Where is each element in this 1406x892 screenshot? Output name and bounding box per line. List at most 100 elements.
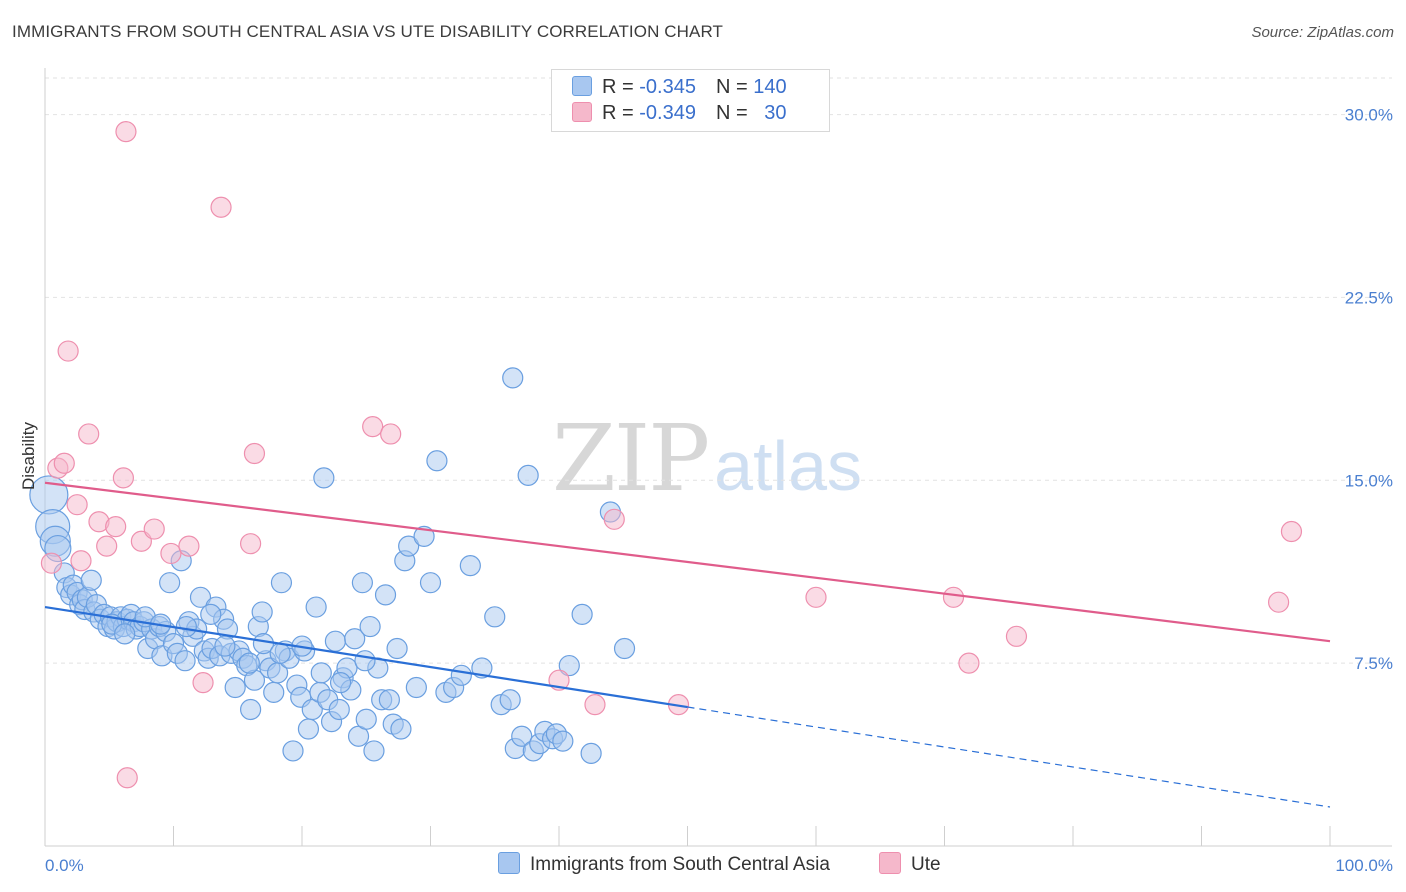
immigrants-point [313,467,335,489]
chart-title: IMMIGRANTS FROM SOUTH CENTRAL ASIA VS UT… [12,22,724,41]
immigrants-point [80,569,102,591]
immigrants-point [499,689,521,711]
immigrants-point [251,601,273,623]
ute-point [192,672,214,694]
stats-legend: R = -0.345 N = 140 R = -0.349 N = 30 [551,69,830,132]
immigrants-point [282,740,304,762]
ute-point [53,452,75,474]
axes [44,68,1392,847]
immigrants-point [269,642,291,664]
immigrants-trend-line [44,605,688,709]
ute-point [70,550,92,572]
immigrants-point [459,555,481,577]
ute-point [362,416,384,438]
ute-point [57,340,79,362]
immigrants-point [114,623,136,645]
trend-lines [44,481,1331,808]
ute-point [210,196,232,218]
immigrants-point [328,698,350,721]
immigrants-point [238,652,260,674]
immigrants-point [214,635,236,657]
immigrants-point [571,603,593,625]
ute-point [805,586,827,608]
immigrants-point [413,525,435,547]
legend-swatch-immigrants [572,76,592,96]
ute-point [958,652,980,674]
legend-swatch-ute [879,852,901,874]
ute-point [130,530,152,552]
ute-point [112,467,134,489]
ute-point [1267,591,1290,613]
ute-point [143,518,165,540]
immigrants-point [613,637,636,660]
immigrants-point [426,450,448,472]
source-credit: Source: ZipAtlas.com [1251,24,1394,41]
immigrants-point [305,596,327,618]
immigrants-point [374,584,397,606]
immigrants-point [558,654,580,677]
immigrants-point [224,676,246,699]
ute-point [116,767,138,789]
immigrants-point [405,676,427,699]
immigrants-point [240,698,262,721]
immigrants-point [363,740,385,762]
legend-label-ute: Ute [911,854,941,875]
immigrants-point [390,718,412,740]
immigrants-point [386,637,408,660]
y-tick-label: 22.5% [1345,288,1393,307]
immigrants-point [502,367,524,389]
immigrants-point [329,672,352,694]
legend-row-immigrants: R = -0.345 N = 140 [572,76,787,102]
legend-n-value: 140 [753,76,787,98]
ute-point [1005,625,1028,647]
ute-point [40,552,63,574]
immigrants-point [324,630,347,652]
x-tick-label: 100.0% [1335,856,1393,875]
legend-row-ute: R = -0.349 N = 30 [572,102,786,128]
immigrants-point [355,708,377,730]
watermark-zip: ZIP [552,405,710,512]
ute-point [78,423,100,445]
immigrants-point [159,572,181,594]
grid-lines [45,77,1392,664]
legend-n-label: N = [715,102,754,124]
y-tick-label: 7.5% [1354,654,1393,673]
immigrants-point [450,664,472,686]
ute-point [66,494,88,516]
immigrants-point [297,718,320,740]
immigrants-point [378,689,400,711]
legend-label-immigrants: Immigrants from South Central Asia [530,854,830,875]
series-ute-points [40,121,1303,789]
legend-r-value: -0.349 [639,102,696,124]
immigrants-trend-extension [687,706,1331,808]
ute-point [1280,520,1303,543]
ute-point [584,693,606,716]
ute-point [942,586,965,608]
ute-point [105,516,127,538]
immigrants-point [484,606,506,628]
watermark-atlas: atlas [714,427,863,505]
legend-r-label: R = [602,76,640,98]
ute-point [380,423,402,445]
legend-item-immigrants: Immigrants from South Central Asia [498,852,830,876]
immigrants-point [471,657,493,679]
immigrants-point [517,464,539,487]
immigrants-point [511,725,533,747]
ute-point [96,535,118,557]
tick-labels: 7.5% 15.0% 22.5% 30.0% 0.0% 100.0% [45,106,1393,875]
x-tick-label: 0.0% [45,856,84,875]
legend-swatch-immigrants [498,852,520,874]
y-tick-label: 15.0% [1345,471,1393,490]
y-axis-label: Disability [19,421,38,490]
immigrants-point [189,586,212,608]
immigrants-point [200,603,222,625]
legend-n-value: 30 [764,102,787,124]
legend-r-label: R = [602,102,640,124]
legend-n-label: N = [715,76,754,98]
immigrants-point [419,572,442,594]
immigrants-point [263,681,285,704]
immigrants-point [398,535,420,557]
ute-point [243,442,266,465]
legend-swatch-ute [572,102,592,122]
immigrants-point [174,650,196,672]
